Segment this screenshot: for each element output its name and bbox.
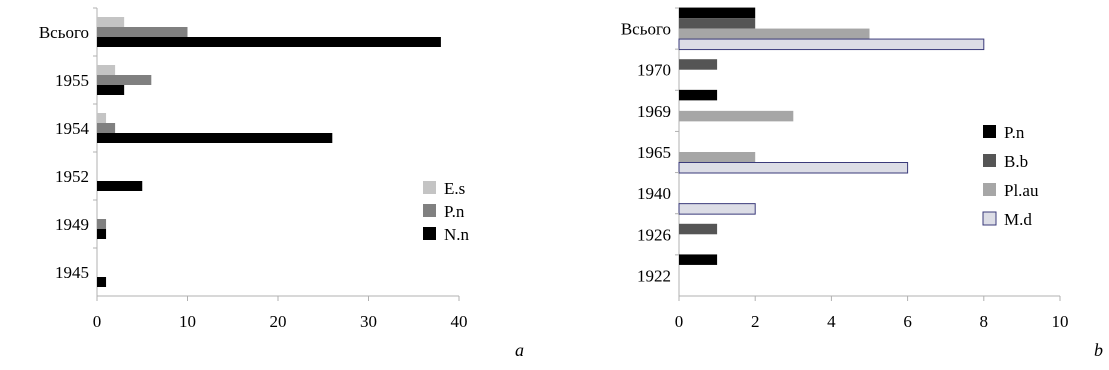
chart-b-y-tick-label: 1922 — [637, 266, 671, 285]
chart-b-bar-b-b-5 — [679, 223, 718, 235]
chart-b-y-tick-label: 1970 — [637, 61, 671, 80]
chart-b-y-tick-label: 1969 — [637, 102, 671, 121]
chart-b-bar-p-n-6 — [679, 254, 718, 265]
chart-a-x-tick-label: 30 — [360, 312, 377, 331]
chart-a-bar-n-n-2 — [97, 133, 333, 143]
chart-b-legend-swatch — [982, 211, 997, 226]
chart-b-x-tick-label: 2 — [751, 312, 760, 331]
chart-a-y-tick-label: 1945 — [55, 263, 89, 282]
chart-b-panel-label: b — [1094, 340, 1103, 360]
chart-b-legend-label: P.n — [1004, 123, 1025, 142]
chart-a-bar-e-s-1 — [97, 65, 116, 75]
chart-b-x-tick-label: 6 — [903, 312, 912, 331]
chart-b-y-tick-label: 1965 — [637, 143, 671, 162]
chart-a-bar-n-n-4 — [97, 229, 107, 239]
chart-a-x-tick-label: 0 — [93, 312, 102, 331]
chart-b-y-tick-label: Всього — [621, 20, 671, 39]
chart-a-bar-e-s-0 — [97, 17, 125, 27]
chart-b-bar-m-d-3 — [678, 162, 909, 174]
chart-a-bar-p-n-0 — [97, 27, 188, 37]
chart-b-bar-pl-au-3 — [679, 152, 756, 163]
chart-b-legend-swatch — [983, 183, 996, 196]
chart-a-bar-e-s-2 — [97, 113, 107, 123]
chart-a-legend-label: N.n — [444, 225, 470, 244]
chart-a-bar-p-n-4 — [97, 219, 107, 229]
chart-b-y-tick-label: 1926 — [637, 225, 671, 244]
chart-a-legend-swatch — [423, 181, 436, 194]
chart-b-bar-b-b-0 — [679, 18, 756, 29]
chart-b-bar-m-d-4 — [678, 203, 756, 215]
chart-a-bar-n-n-3 — [97, 181, 143, 191]
chart-b-legend-label: B.b — [1004, 152, 1028, 171]
chart-a-x-tick-label: 10 — [179, 312, 196, 331]
chart-b-bar-p-n-0 — [679, 7, 756, 19]
chart-b-bar-p-n-2 — [679, 89, 718, 101]
chart-a-bar-n-n-1 — [97, 85, 125, 95]
chart-a-bar-n-n-0 — [97, 37, 441, 47]
chart-a-legend-label: P.n — [444, 202, 465, 221]
chart-b-x-tick-label: 4 — [827, 312, 836, 331]
chart-b-y-tick-label: 1940 — [637, 184, 671, 203]
chart-a-legend: E.s P.n N.n — [423, 179, 470, 244]
chart-a-legend-swatch — [423, 204, 436, 217]
chart-a-legend-swatch — [423, 227, 436, 240]
chart-a-legend-label: E.s — [444, 179, 465, 198]
chart-b-x-tick-label: 0 — [675, 312, 684, 331]
chart-b: Всього 1970 1969 1965 1940 1926 1922 0 2 4 6 8 10 P… — [621, 7, 1103, 360]
chart-b-legend-swatch — [983, 125, 996, 138]
chart-a: Всього 1955 1954 1952 1949 1945 0 10 20 30 40 E.s… — [39, 7, 524, 360]
chart-a-y-tick-label: 1949 — [55, 215, 89, 234]
chart-b-legend-swatch — [983, 154, 996, 167]
chart-b-legend-label: Pl.au — [1004, 181, 1039, 200]
chart-b-bar-b-b-1 — [679, 59, 718, 70]
chart-a-bar-p-n-1 — [97, 75, 152, 85]
chart-b-legend: P.n B.b Pl.au M.d — [982, 123, 1039, 229]
chart-b-bar-pl-au-2 — [679, 110, 794, 122]
chart-a-bar-n-n-5 — [97, 277, 107, 287]
chart-a-x-tick-label: 40 — [451, 312, 468, 331]
chart-a-panel-label: a — [515, 340, 524, 360]
chart-a-y-tick-label: 1954 — [55, 119, 90, 138]
chart-b-x-tick-label: 10 — [1052, 312, 1069, 331]
chart-b-bar-pl-au-0 — [679, 28, 870, 40]
chart-b-x-tick-label: 8 — [980, 312, 989, 331]
chart-a-y-tick-label: Всього — [39, 23, 89, 42]
chart-a-y-tick-label: 1952 — [55, 167, 89, 186]
chart-a-y-tick-label: 1955 — [55, 71, 89, 90]
chart-b-bar-m-d-0 — [678, 38, 985, 51]
chart-b-legend-label: M.d — [1004, 210, 1032, 229]
chart-a-bar-p-n-2 — [97, 123, 116, 133]
chart-a-x-tick-label: 20 — [270, 312, 287, 331]
